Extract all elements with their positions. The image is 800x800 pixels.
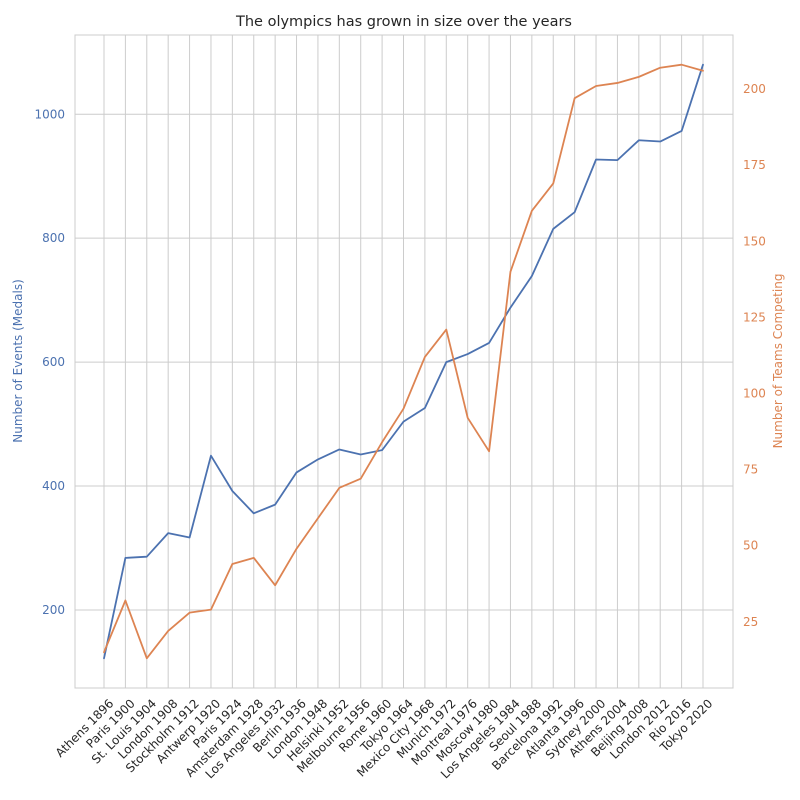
left-tick-label: 800 — [42, 231, 65, 245]
left-axis-label: Number of Events (Medals) — [11, 279, 25, 443]
right-axis-ticks: 25 50 75 100 125 150 175 200 — [743, 82, 766, 629]
right-axis-label: Number of Teams Competing — [771, 274, 785, 449]
events-series-line — [103, 63, 704, 660]
left-tick-label: 200 — [42, 603, 65, 617]
right-tick-label: 25 — [743, 615, 758, 629]
left-axis-ticks: 200 400 600 800 1000 — [34, 107, 65, 617]
right-tick-label: 75 — [743, 463, 758, 477]
series-lines — [103, 63, 704, 660]
teams-series-line — [103, 63, 704, 660]
left-tick-label: 600 — [42, 355, 65, 369]
chart-title: The olympics has grown in size over the … — [235, 14, 572, 30]
right-tick-label: 150 — [743, 234, 766, 248]
left-tick-label: 1000 — [34, 107, 65, 121]
right-tick-label: 100 — [743, 386, 766, 400]
left-tick-label: 400 — [42, 479, 65, 493]
right-tick-label: 200 — [743, 82, 766, 96]
right-tick-label: 175 — [743, 158, 766, 172]
grid — [75, 35, 733, 688]
right-tick-label: 125 — [743, 310, 766, 324]
right-tick-label: 50 — [743, 539, 758, 553]
plot-frame — [74, 34, 734, 689]
